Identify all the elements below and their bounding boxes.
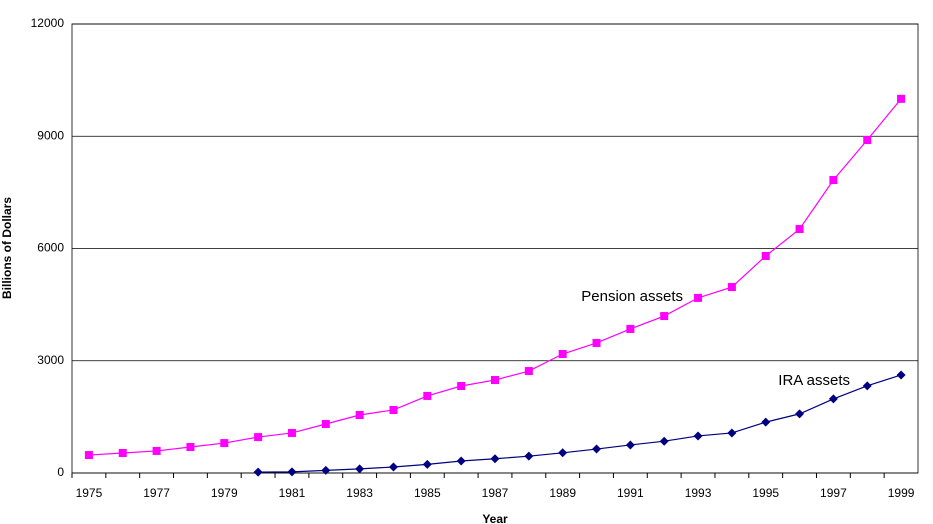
point-marker — [828, 394, 838, 404]
point-marker — [592, 444, 602, 454]
point-marker — [423, 391, 432, 400]
point-marker — [457, 382, 466, 391]
point-marker — [659, 436, 669, 446]
point-marker — [727, 428, 737, 438]
point-marker — [863, 135, 872, 144]
x-tick-label: 1997 — [820, 486, 847, 500]
x-tick-label: 1983 — [346, 486, 373, 500]
x-tick-label: 1981 — [279, 486, 306, 500]
point-marker — [355, 411, 364, 420]
point-marker — [254, 433, 263, 442]
y-tick-label: 12000 — [31, 16, 65, 30]
point-marker — [761, 417, 771, 427]
point-marker — [491, 376, 499, 385]
point-marker — [558, 448, 568, 458]
point-marker — [693, 431, 703, 441]
point-marker — [321, 465, 331, 475]
point-marker — [761, 251, 770, 260]
y-tick-label: 3000 — [37, 353, 64, 367]
point-marker — [660, 312, 669, 321]
point-marker — [152, 446, 161, 455]
point-marker — [456, 456, 466, 466]
x-tick-label: 1993 — [685, 486, 712, 500]
point-marker — [220, 439, 229, 448]
point-marker — [287, 428, 296, 437]
series-line — [258, 374, 902, 473]
point-marker — [795, 409, 805, 419]
plot-border — [71, 23, 919, 474]
point-marker — [118, 448, 127, 457]
y-tick-label: 9000 — [37, 128, 64, 142]
series-label: IRA assets — [778, 372, 850, 389]
point-marker — [388, 462, 398, 472]
y-tick-label: 0 — [57, 465, 64, 479]
y-tick-label: 6000 — [37, 241, 64, 255]
point-marker — [287, 467, 297, 477]
point-marker — [524, 367, 533, 376]
point-marker — [592, 338, 601, 347]
x-axis-title: Year — [482, 512, 508, 524]
point-marker — [694, 293, 703, 302]
point-marker — [829, 176, 838, 185]
series-label: Pension assets — [581, 288, 683, 305]
point-marker — [795, 225, 804, 234]
point-marker — [84, 451, 93, 460]
point-marker — [321, 419, 330, 428]
point-marker — [625, 440, 635, 450]
point-marker — [422, 459, 432, 469]
point-marker — [558, 350, 567, 359]
series-line — [88, 98, 902, 456]
x-tick-label: 1991 — [617, 486, 644, 500]
x-tick-label: 1999 — [888, 486, 915, 500]
x-tick-label: 1995 — [752, 486, 779, 500]
point-marker — [355, 464, 365, 474]
point-marker — [389, 405, 398, 414]
point-marker — [626, 324, 635, 333]
point-marker — [186, 442, 195, 451]
y-axis-title: Billions of Dollars — [0, 197, 14, 299]
x-tick-label: 1975 — [76, 486, 103, 500]
x-tick-label: 1989 — [549, 486, 576, 500]
point-marker — [490, 454, 500, 464]
point-marker — [524, 451, 534, 461]
x-tick-label: 1977 — [143, 486, 170, 500]
point-marker — [897, 94, 906, 103]
point-marker — [896, 370, 906, 380]
point-marker — [862, 381, 872, 391]
x-tick-label: 1987 — [482, 486, 509, 500]
x-tick-label: 1985 — [414, 486, 441, 500]
point-marker — [727, 283, 736, 292]
x-tick-label: 1979 — [211, 486, 238, 500]
point-marker — [253, 467, 263, 477]
